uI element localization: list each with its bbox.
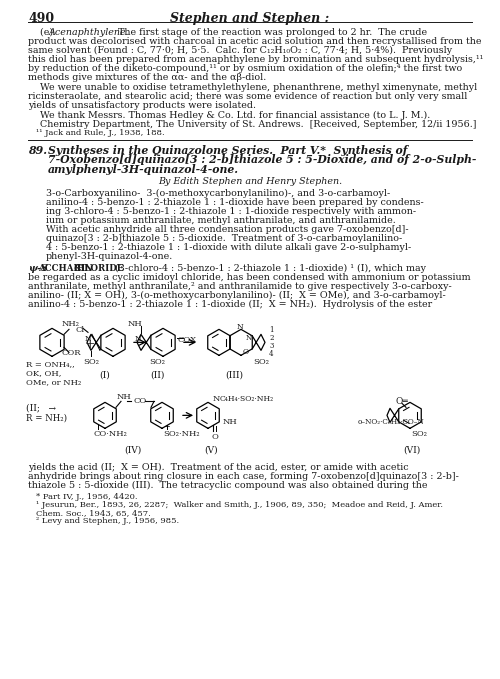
Text: COR: COR bbox=[62, 350, 82, 357]
Text: NH: NH bbox=[128, 320, 142, 329]
Text: * Part IV, J., 1956, 4420.: * Part IV, J., 1956, 4420. bbox=[36, 494, 138, 501]
Text: C₄H₄·SO₂·NH₂: C₄H₄·SO₂·NH₂ bbox=[220, 395, 274, 403]
Text: SO₂: SO₂ bbox=[149, 359, 165, 367]
Text: ricinsteraolate, and stearolic acid; there was some evidence of reaction but onl: ricinsteraolate, and stearolic acid; the… bbox=[28, 92, 468, 101]
Text: methods give mixtures of the αα- and the αβ-diol.: methods give mixtures of the αα- and the… bbox=[28, 73, 266, 82]
Text: COX: COX bbox=[178, 336, 197, 344]
Text: OK, OH,: OK, OH, bbox=[26, 369, 62, 378]
Text: O: O bbox=[211, 433, 218, 441]
Text: thiazole 5 : 5-dioxide (III).  The tetracyclic compound was also obtained during: thiazole 5 : 5-dioxide (III). The tetrac… bbox=[28, 481, 427, 490]
Text: CO—: CO— bbox=[134, 397, 156, 405]
Text: 3-o-Carboxyanilino-  3-(o-methoxycarbonylanilino)-, and 3-o-carbamoyl-: 3-o-Carboxyanilino- 3-(o-methoxycarbonyl… bbox=[46, 189, 390, 198]
Text: N: N bbox=[135, 335, 142, 344]
Text: (3-chloro-4 : 5-benzo-1 : 2-thiazole 1 : 1-dioxide) ¹ (I), which may: (3-chloro-4 : 5-benzo-1 : 2-thiazole 1 :… bbox=[112, 264, 426, 274]
Text: Stephen and Stephen :: Stephen and Stephen : bbox=[170, 12, 330, 25]
Text: this diol has been prepared from acenaphthylene by bromination and subsequent hy: this diol has been prepared from acenaph… bbox=[28, 55, 483, 64]
Text: R = NH₂): R = NH₂) bbox=[26, 414, 67, 422]
Text: product was decolorised with charcoal in acetic acid solution and then recrystal: product was decolorised with charcoal in… bbox=[28, 37, 481, 46]
Text: N: N bbox=[237, 323, 244, 331]
Text: N: N bbox=[85, 335, 92, 344]
Text: (VI): (VI) bbox=[404, 445, 420, 454]
Text: SO₂: SO₂ bbox=[83, 359, 99, 367]
Text: We thank Messrs. Thomas Hedley & Co. Ltd. for financial assistance (to L. J. M.): We thank Messrs. Thomas Hedley & Co. Ltd… bbox=[28, 111, 430, 120]
Text: N': N' bbox=[246, 334, 254, 342]
Text: anilino- (II; X = OH), 3-(o-methoxycarbonylanilino)- (II;  X = OMe), and 3-o-car: anilino- (II; X = OH), 3-(o-methoxycarbo… bbox=[28, 291, 446, 301]
Text: NH₂: NH₂ bbox=[62, 320, 80, 329]
Text: With acetic anhydride all three condensation products gave 7-oxobenzo[d]-: With acetic anhydride all three condensa… bbox=[46, 225, 408, 234]
Text: anthranilate, methyl anthranilate,² and anthranilamide to give respectively 3-o-: anthranilate, methyl anthranilate,² and … bbox=[28, 282, 452, 291]
Text: The first stage of the reaction was prolonged to 2 hr.  The crude: The first stage of the reaction was prol… bbox=[112, 28, 427, 37]
Text: Syntheses in the Quinazolone Series.  Part V.*  Synthesis of: Syntheses in the Quinazolone Series. Par… bbox=[48, 145, 408, 156]
Text: (IV): (IV) bbox=[124, 445, 142, 454]
Text: O: O bbox=[243, 348, 249, 356]
Text: (II): (II) bbox=[150, 370, 164, 380]
Text: anilino-4 : 5-benzo-1 : 2-thiazole 1 : 1-dioxide (II;  X = NH₂).  Hydrolysis of : anilino-4 : 5-benzo-1 : 2-thiazole 1 : 1… bbox=[28, 300, 432, 310]
Text: NH: NH bbox=[223, 418, 238, 426]
Text: o–NO₂·C₆H₄·CO–N: o–NO₂·C₆H₄·CO–N bbox=[358, 418, 425, 426]
Text: by reduction of the diketo-compound,¹¹ or by osmium oxidation of the olefin;⁴ th: by reduction of the diketo-compound,¹¹ o… bbox=[28, 64, 462, 73]
Text: 1: 1 bbox=[269, 327, 274, 334]
Text: 7-Oxobenzo[d]quinazo[3 : 2-b]thiazole 5 : 5-Dioxide, and of 2-o-Sulph-: 7-Oxobenzo[d]quinazo[3 : 2-b]thiazole 5 … bbox=[48, 154, 476, 166]
Text: anhydride brings about ring closure in each case, forming 7-oxobenzo[d]quinazo[3: anhydride brings about ring closure in e… bbox=[28, 473, 459, 481]
Text: 490: 490 bbox=[28, 12, 54, 25]
Text: N: N bbox=[213, 395, 220, 403]
Text: (III): (III) bbox=[225, 370, 243, 380]
Text: (V): (V) bbox=[204, 445, 218, 454]
Text: 3: 3 bbox=[269, 342, 274, 350]
Text: be regarded as a cyclic imidoyl chloride, has been condensed with ammonium or po: be regarded as a cyclic imidoyl chloride… bbox=[28, 274, 470, 282]
Text: R = ONH₄,,: R = ONH₄,, bbox=[26, 361, 75, 368]
Text: By Edith Stephen and Henry Stephen.: By Edith Stephen and Henry Stephen. bbox=[158, 177, 342, 186]
Text: Cl: Cl bbox=[75, 327, 84, 334]
Text: yields of unsatisfactory products were isolated.: yields of unsatisfactory products were i… bbox=[28, 101, 256, 110]
Text: C: C bbox=[71, 264, 82, 274]
Text: OMe, or NH₂: OMe, or NH₂ bbox=[26, 378, 81, 386]
Text: HLORIDE: HLORIDE bbox=[77, 264, 124, 274]
Text: Chemistry Department, The University of St. Andrews.  [Received, September, 12/i: Chemistry Department, The University of … bbox=[28, 120, 476, 129]
Text: quinazo[3 : 2-b]thiazole 5 : 5-dioxide.  Treatment of 3-o-carbamoylanilino-: quinazo[3 : 2-b]thiazole 5 : 5-dioxide. … bbox=[46, 234, 402, 243]
Text: SO₂: SO₂ bbox=[253, 359, 269, 367]
Text: ² Levy and Stephen, J., 1956, 985.: ² Levy and Stephen, J., 1956, 985. bbox=[36, 517, 179, 526]
Text: 2: 2 bbox=[269, 334, 274, 342]
Text: We were unable to oxidise tetramethylethylene, phenanthrene, methyl ximenynate, : We were unable to oxidise tetramethyleth… bbox=[28, 83, 477, 92]
Text: anilino-4 : 5-benzo-1 : 2-thiazole 1 : 1-dioxide have been prepared by condens-: anilino-4 : 5-benzo-1 : 2-thiazole 1 : 1… bbox=[46, 198, 424, 207]
Text: ACCHARIN: ACCHARIN bbox=[38, 264, 92, 274]
Text: Acenaphthylene.: Acenaphthylene. bbox=[49, 28, 130, 37]
Text: ium or potassium anthranilate, methyl anthranilate, and anthranilamide.: ium or potassium anthranilate, methyl an… bbox=[46, 217, 396, 225]
Text: 89.: 89. bbox=[28, 145, 47, 156]
Text: NH: NH bbox=[117, 393, 132, 401]
Text: ¹ Jesurun, Ber., 1893, 26, 2287;  Walker and Smith, J., 1906, 89, 350;  Meadoe a: ¹ Jesurun, Ber., 1893, 26, 2287; Walker … bbox=[36, 501, 443, 509]
Text: (e): (e) bbox=[28, 28, 56, 37]
Text: O═: O═ bbox=[395, 397, 408, 406]
Text: SO₂·NH₂: SO₂·NH₂ bbox=[163, 430, 200, 439]
Text: ing 3-chloro-4 : 5-benzo-1 : 2-thiazole 1 : 1-dioxide respectively with ammon-: ing 3-chloro-4 : 5-benzo-1 : 2-thiazole … bbox=[46, 207, 416, 217]
Text: 4 : 5-benzo-1 : 2-thiazole 1 : 1-dioxide with dilute alkali gave 2-o-sulphamyl-: 4 : 5-benzo-1 : 2-thiazole 1 : 1-dioxide… bbox=[46, 243, 411, 253]
Text: (I): (I) bbox=[100, 370, 110, 380]
Text: ¹¹ Jack and Rule, J., 1938, 188.: ¹¹ Jack and Rule, J., 1938, 188. bbox=[36, 129, 164, 137]
Text: +: + bbox=[85, 338, 96, 351]
Text: CO·NH₂: CO·NH₂ bbox=[93, 430, 127, 439]
Text: amylphenyl-3H-quinazol-4-one.: amylphenyl-3H-quinazol-4-one. bbox=[48, 164, 239, 175]
Text: Chem. Soc., 1943, 65, 457.: Chem. Soc., 1943, 65, 457. bbox=[36, 509, 151, 517]
Text: (II;   →: (II; → bbox=[26, 403, 56, 412]
Text: ψ-S: ψ-S bbox=[28, 264, 48, 274]
Text: same solvent (Found : C, 77·0; H, 5·5.  Calc. for C₁₂H₁₀O₂ : C, 77·4; H, 5·4%). : same solvent (Found : C, 77·0; H, 5·5. C… bbox=[28, 46, 452, 55]
Text: phenyl-3H-quinazol-4-one.: phenyl-3H-quinazol-4-one. bbox=[46, 253, 174, 261]
Text: 4: 4 bbox=[269, 350, 274, 359]
Text: yields the acid (II;  X = OH).  Treatment of the acid, ester, or amide with acet: yields the acid (II; X = OH). Treatment … bbox=[28, 463, 408, 473]
Text: SO₂: SO₂ bbox=[411, 430, 427, 439]
